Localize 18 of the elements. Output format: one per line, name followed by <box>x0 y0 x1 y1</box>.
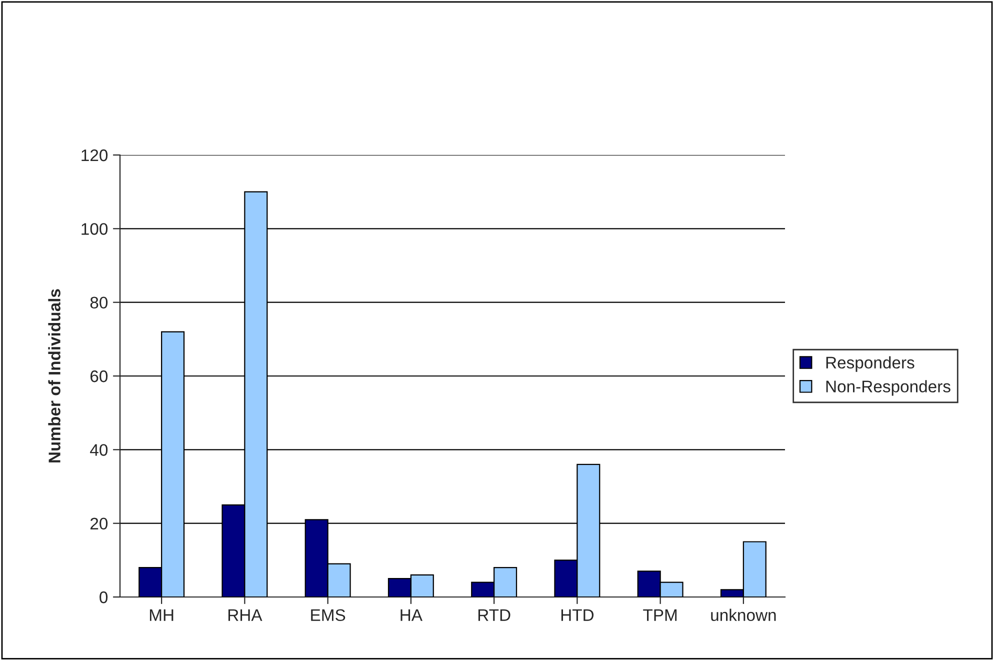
y-tick-label: 80 <box>90 296 108 309</box>
legend-label: Responders <box>826 356 914 372</box>
y-tick-label: 0 <box>100 591 108 604</box>
x-tick-label: unknown <box>711 608 776 622</box>
x-tick-label: TPM <box>643 609 677 621</box>
x-tick-label: RTD <box>478 609 510 621</box>
x-tick-label: HTD <box>561 609 594 621</box>
y-tick-label: 60 <box>90 370 108 382</box>
x-tick-label: EMS <box>311 609 346 622</box>
x-tick-label: HA <box>400 609 422 621</box>
y-tick-label: 100 <box>82 223 108 235</box>
y-tick-label: 120 <box>82 149 108 162</box>
x-tick-label: RHA <box>228 609 262 621</box>
y-axis-title: Number of Individuals <box>48 289 60 462</box>
y-tick-label: 40 <box>90 444 108 456</box>
y-tick-label: 20 <box>90 518 108 530</box>
legend-label: Non-Responders <box>826 380 950 396</box>
x-tick-label: MH <box>150 609 174 621</box>
